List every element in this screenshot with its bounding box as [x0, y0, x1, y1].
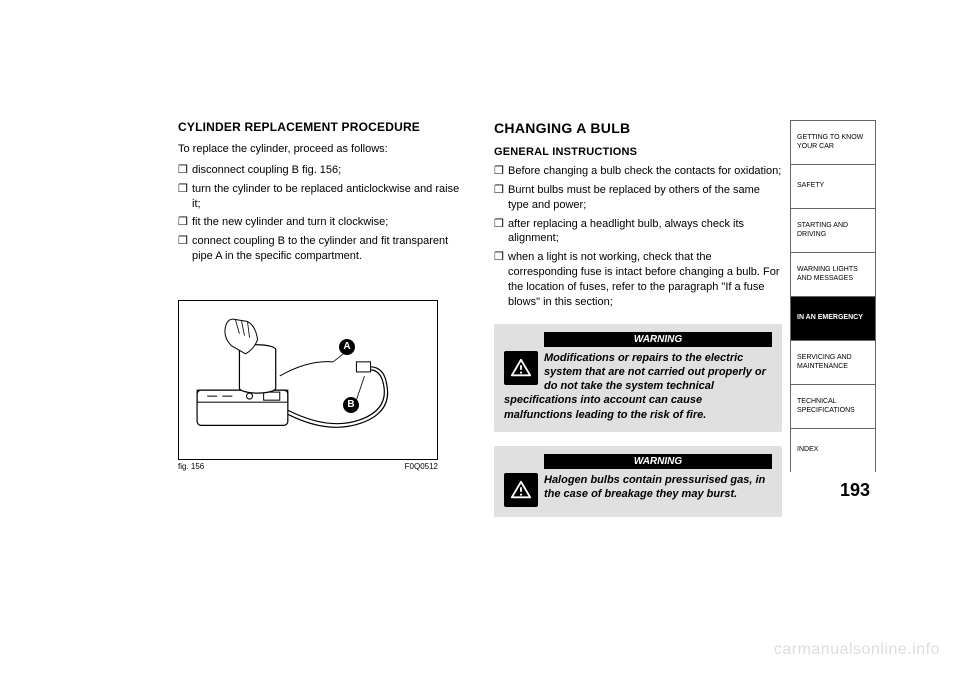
left-column: CYLINDER REPLACEMENT PROCEDURE To replac… — [178, 120, 466, 517]
content-columns: CYLINDER REPLACEMENT PROCEDURE To replac… — [178, 120, 782, 517]
list-item: connect coupling B to the cylinder and f… — [178, 234, 466, 264]
warning-box: WARNING Halogen bulbs contain pressurise… — [494, 446, 782, 517]
page-number: 193 — [790, 472, 876, 501]
sidebar-item-getting-to-know[interactable]: GETTING TO KNOW YOUR CAR — [790, 120, 876, 164]
list-item: when a light is not working, check that … — [494, 250, 782, 309]
warning-box: WARNING Modifications or repairs to the … — [494, 324, 782, 432]
figure-label-b: B — [343, 397, 359, 413]
compressor-illustration-svg — [187, 309, 429, 451]
warning-icon — [504, 473, 538, 507]
right-column: CHANGING A BULB GENERAL INSTRUCTIONS Bef… — [494, 120, 782, 517]
sidebar-item-index[interactable]: INDEX — [790, 428, 876, 472]
sidebar-item-label: INDEX — [797, 446, 818, 454]
sidebar-item-label: STARTING AND DRIVING — [797, 222, 869, 239]
warning-text: Modifications or repairs to the electric… — [504, 351, 772, 422]
manual-page: CYLINDER REPLACEMENT PROCEDURE To replac… — [0, 0, 960, 679]
sidebar-item-emergency[interactable]: IN AN EMERGENCY — [790, 296, 876, 340]
sidebar-item-starting-driving[interactable]: STARTING AND DRIVING — [790, 208, 876, 252]
triangle-exclamation-icon — [510, 357, 532, 379]
sidebar-item-servicing[interactable]: SERVICING AND MAINTENANCE — [790, 340, 876, 384]
sidebar-item-label: GETTING TO KNOW YOUR CAR — [797, 134, 869, 151]
warning-text: Halogen bulbs contain pressurised gas, i… — [504, 473, 772, 502]
page-title: CHANGING A BULB — [494, 120, 782, 136]
nav-sidebar: GETTING TO KNOW YOUR CAR SAFETY STARTING… — [790, 120, 876, 501]
section-heading: CYLINDER REPLACEMENT PROCEDURE — [178, 120, 466, 134]
list-item: fit the new cylinder and turn it clockwi… — [178, 215, 466, 230]
sidebar-item-label: IN AN EMERGENCY — [797, 314, 863, 322]
sidebar-item-warning-lights[interactable]: WARNING LIGHTS AND MESSAGES — [790, 252, 876, 296]
intro-text: To replace the cylinder, proceed as foll… — [178, 142, 466, 157]
figure-number: fig. 156 — [178, 462, 204, 471]
watermark-text: carmanualsonline.info — [774, 641, 940, 659]
warning-label: WARNING — [544, 454, 772, 469]
list-item: Before changing a bulb check the contact… — [494, 164, 782, 179]
figure-label-a: A — [339, 339, 355, 355]
warning-icon — [504, 351, 538, 385]
sidebar-item-technical[interactable]: TECHNICAL SPECIFICATIONS — [790, 384, 876, 428]
figure-156: A B — [178, 300, 438, 460]
sidebar-item-label: SERVICING AND MAINTENANCE — [797, 354, 869, 371]
subsection-heading: GENERAL INSTRUCTIONS — [494, 146, 782, 158]
list-item: after replacing a headlight bulb, always… — [494, 217, 782, 247]
triangle-exclamation-icon — [510, 479, 532, 501]
figure-code: F0Q0512 — [405, 462, 438, 471]
figure-caption: fig. 156 F0Q0512 — [178, 462, 438, 471]
list-item: turn the cylinder to be replaced anticlo… — [178, 182, 466, 212]
sidebar-item-label: SAFETY — [797, 182, 824, 190]
sidebar-item-label: WARNING LIGHTS AND MESSAGES — [797, 266, 869, 283]
list-item: disconnect coupling B fig. 156; — [178, 163, 466, 178]
figure-illustration: A B — [187, 309, 429, 451]
sidebar-item-safety[interactable]: SAFETY — [790, 164, 876, 208]
sidebar-item-label: TECHNICAL SPECIFICATIONS — [797, 398, 869, 415]
list-item: Burnt bulbs must be replaced by others o… — [494, 183, 782, 213]
warning-label: WARNING — [544, 332, 772, 347]
